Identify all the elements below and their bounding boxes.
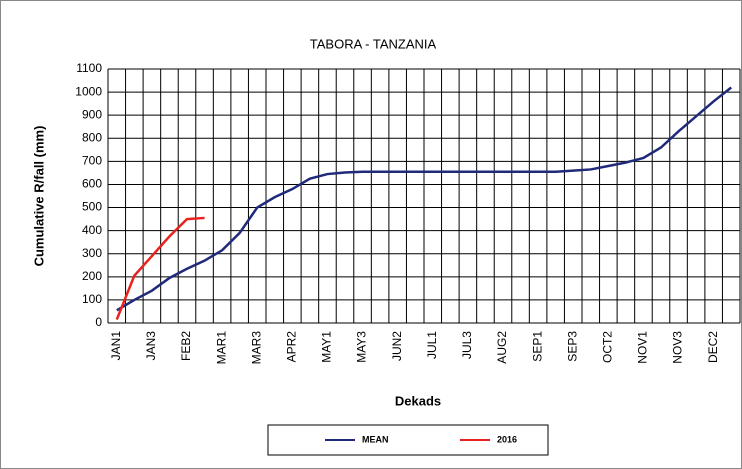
y-tick-label: 1000 xyxy=(75,84,102,98)
y-tick-label: 800 xyxy=(82,130,102,144)
chart-title: TABORA - TANZANIA xyxy=(310,36,437,51)
x-tick-label: JAN3 xyxy=(144,331,158,361)
x-tick-label: JUL1 xyxy=(425,331,439,359)
x-tick-label: JUL3 xyxy=(460,331,474,359)
x-tick-label: FEB2 xyxy=(179,331,193,361)
x-tick-label: JUN2 xyxy=(390,331,404,361)
x-tick-label: MAR3 xyxy=(249,331,263,365)
legend-box xyxy=(267,424,549,456)
y-tick-label: 300 xyxy=(82,246,102,260)
series-line xyxy=(116,86,732,312)
y-tick-label: 0 xyxy=(95,315,102,329)
y-tick-label: 200 xyxy=(82,269,102,283)
y-tick-label: 500 xyxy=(82,200,102,214)
x-tick-label: MAY3 xyxy=(355,331,369,363)
legend-label: 2016 xyxy=(497,434,517,444)
y-tick-label: 100 xyxy=(82,292,102,306)
y-tick-label: 600 xyxy=(82,177,102,191)
x-tick-label: NOV1 xyxy=(636,331,650,364)
y-tick-label: 400 xyxy=(82,223,102,237)
y-tick-label: 1100 xyxy=(76,61,102,75)
x-tick-label: JAN1 xyxy=(109,331,123,361)
x-tick-label: SEP1 xyxy=(530,331,544,362)
x-tick-label: NOV3 xyxy=(671,331,685,364)
y-tick-label: 900 xyxy=(82,107,102,121)
x-tick-label: MAR1 xyxy=(214,331,228,365)
y-tick-label: 700 xyxy=(82,154,102,168)
x-axis-label: Dekads xyxy=(395,393,441,408)
x-tick-label: MAY1 xyxy=(320,331,334,363)
x-tick-label: OCT2 xyxy=(601,331,615,363)
x-tick-label: APR2 xyxy=(285,331,299,363)
series-line xyxy=(115,216,205,321)
legend-label: MEAN xyxy=(362,434,389,444)
x-tick-label: SEP3 xyxy=(565,331,579,362)
x-tick-label: DEC2 xyxy=(706,331,720,363)
x-tick-label: AUG2 xyxy=(495,331,509,364)
y-axis-label: Cumulative R/fall (mm) xyxy=(31,126,46,267)
